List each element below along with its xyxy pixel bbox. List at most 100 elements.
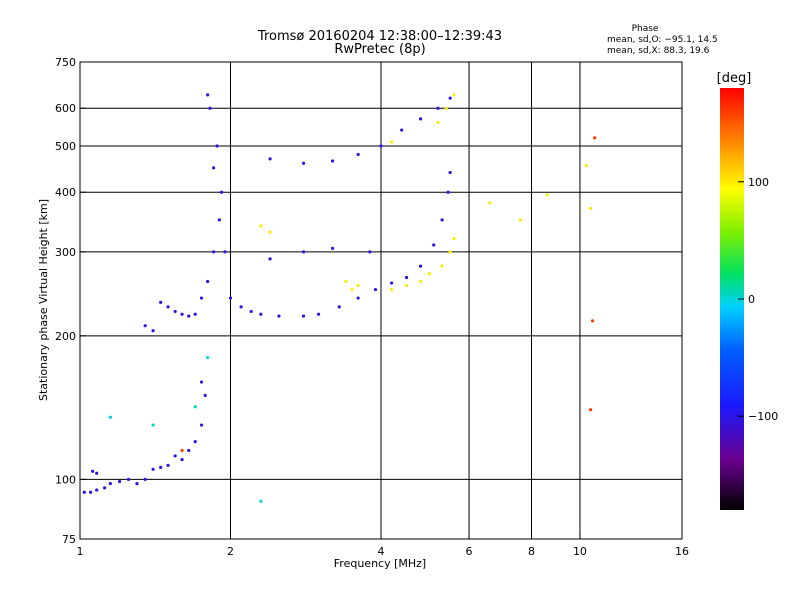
x-tick-label: 16 bbox=[675, 545, 689, 558]
data-point bbox=[268, 157, 272, 161]
data-point bbox=[545, 193, 549, 197]
data-point bbox=[368, 250, 372, 254]
x-tick-label: 1 bbox=[77, 545, 84, 558]
data-point bbox=[199, 423, 204, 427]
data-point bbox=[193, 405, 197, 409]
x-tick-label: 6 bbox=[466, 545, 473, 558]
data-point bbox=[159, 300, 163, 305]
data-point bbox=[330, 159, 335, 163]
data-point bbox=[199, 380, 204, 384]
data-point bbox=[143, 477, 147, 482]
data-point bbox=[259, 499, 263, 503]
data-point bbox=[444, 106, 448, 110]
data-point bbox=[418, 264, 423, 268]
data-point bbox=[166, 463, 170, 467]
data-point bbox=[228, 296, 233, 300]
data-point bbox=[356, 152, 360, 157]
data-point bbox=[206, 279, 210, 284]
data-point bbox=[259, 312, 263, 316]
stats-line-o: mean, sd,O: −95.1, 14.5 bbox=[607, 35, 718, 45]
data-point bbox=[208, 106, 212, 110]
data-point bbox=[135, 481, 139, 486]
data-point bbox=[91, 469, 95, 473]
colorbar-label: [deg] bbox=[717, 71, 752, 86]
stats-line-x: mean, sd,X: 88.3, 19.6 bbox=[607, 46, 710, 56]
y-axis-ticks: 75 100 200 300 400 500 600 750 bbox=[55, 56, 86, 546]
data-point bbox=[452, 236, 456, 241]
data-point bbox=[95, 488, 99, 492]
data-point bbox=[591, 319, 595, 323]
x-tick-label: 8 bbox=[528, 545, 535, 558]
data-point bbox=[440, 264, 444, 268]
y-tick-label: 600 bbox=[55, 102, 76, 115]
data-point bbox=[301, 161, 306, 165]
data-point bbox=[448, 96, 452, 100]
data-point bbox=[117, 479, 122, 484]
data-point bbox=[126, 477, 131, 482]
data-point bbox=[301, 314, 306, 318]
data-point bbox=[448, 170, 452, 175]
data-point bbox=[404, 283, 409, 288]
data-point bbox=[215, 144, 219, 148]
data-point bbox=[418, 279, 423, 284]
y-axis-label: Stationary phase Virtual Height [km] bbox=[37, 199, 50, 401]
data-point bbox=[588, 408, 593, 412]
data-point bbox=[389, 140, 394, 144]
y-tick-label: 100 bbox=[55, 473, 76, 486]
data-point bbox=[316, 312, 321, 316]
data-point bbox=[206, 93, 210, 97]
data-point bbox=[173, 309, 177, 314]
data-point bbox=[373, 287, 378, 292]
data-point bbox=[249, 309, 253, 314]
data-point bbox=[446, 190, 450, 194]
x-axis-ticks: 1 2 4 6 8 10 16 bbox=[77, 533, 689, 558]
data-point bbox=[448, 250, 452, 254]
y-tick-label: 200 bbox=[55, 330, 76, 343]
data-point bbox=[220, 190, 224, 194]
data-point bbox=[432, 243, 436, 247]
data-point bbox=[187, 314, 191, 318]
data-point bbox=[356, 283, 360, 288]
colorbar-tick-label: 100 bbox=[748, 176, 769, 189]
data-point bbox=[436, 120, 440, 125]
data-point bbox=[193, 312, 197, 316]
data-point bbox=[404, 275, 409, 280]
x-tick-label: 2 bbox=[227, 545, 234, 558]
data-point bbox=[211, 250, 216, 254]
data-point bbox=[180, 458, 184, 462]
data-point bbox=[330, 246, 335, 250]
y-tick-label: 500 bbox=[55, 140, 76, 153]
data-point bbox=[108, 481, 112, 486]
data-point bbox=[418, 117, 423, 121]
y-tick-label: 300 bbox=[55, 246, 76, 259]
data-point bbox=[268, 230, 272, 234]
data-point bbox=[82, 490, 86, 494]
data-point bbox=[211, 166, 216, 170]
data-point bbox=[166, 305, 170, 309]
data-point bbox=[337, 305, 341, 309]
data-point bbox=[223, 250, 227, 254]
stats-heading: Phase bbox=[632, 24, 659, 34]
data-point bbox=[193, 440, 197, 444]
data-point bbox=[103, 486, 107, 490]
data-point bbox=[259, 224, 263, 228]
data-point bbox=[488, 201, 492, 205]
data-point bbox=[440, 218, 444, 222]
colorbar-tick-label: −100 bbox=[748, 410, 778, 423]
data-point bbox=[108, 415, 112, 419]
y-tick-label: 400 bbox=[55, 186, 76, 199]
data-point bbox=[268, 257, 272, 261]
data-point bbox=[203, 393, 207, 398]
data-point bbox=[95, 471, 99, 475]
data-point bbox=[143, 324, 147, 328]
data-point bbox=[427, 272, 432, 276]
data-point bbox=[301, 250, 306, 254]
data-point bbox=[400, 128, 404, 132]
data-point bbox=[206, 356, 210, 360]
colorbar-ticks: 100 0 −100 bbox=[738, 176, 778, 423]
colorbar-tick-label: 0 bbox=[748, 293, 755, 306]
data-point bbox=[151, 423, 155, 427]
data-point bbox=[239, 305, 243, 309]
data-point bbox=[452, 93, 456, 97]
